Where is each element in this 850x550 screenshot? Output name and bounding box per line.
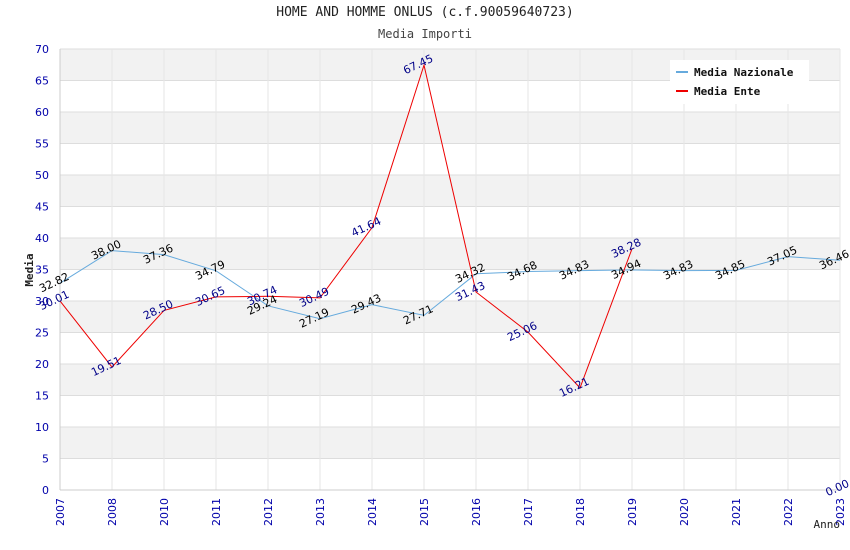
x-tick-label: 2023 (834, 498, 847, 526)
x-tick-label: 2014 (366, 498, 379, 526)
y-tick-label: 10 (35, 421, 49, 434)
chart-title: HOME AND HOMME ONLUS (c.f.90059640723) (276, 5, 574, 20)
legend-label: Media Nazionale (694, 66, 794, 79)
y-tick-label: 55 (35, 138, 49, 151)
grid-band (60, 238, 840, 270)
y-tick-label: 5 (42, 453, 49, 466)
y-tick-label: 50 (35, 169, 49, 182)
x-tick-label: 2008 (106, 498, 119, 526)
x-tick-label: 2021 (730, 498, 743, 526)
x-axis-label: Anno (814, 518, 841, 531)
x-tick-label: 2007 (54, 498, 67, 526)
x-tick-label: 2022 (782, 498, 795, 526)
y-tick-label: 60 (35, 106, 49, 119)
y-axis-label: Media (23, 253, 36, 286)
grid-band (60, 364, 840, 396)
x-tick-label: 2019 (626, 498, 639, 526)
x-tick-label: 2020 (678, 498, 691, 526)
grid-band (60, 427, 840, 459)
y-tick-label: 45 (35, 201, 49, 214)
y-tick-label: 35 (35, 264, 49, 277)
y-tick-label: 70 (35, 43, 49, 56)
y-tick-label: 40 (35, 232, 49, 245)
grid-band (60, 112, 840, 144)
y-tick-label: 0 (42, 484, 49, 497)
x-tick-label: 2017 (522, 498, 535, 526)
x-tick-label: 2018 (574, 498, 587, 526)
x-tick-label: 2015 (418, 498, 431, 526)
y-tick-label: 65 (35, 75, 49, 88)
legend-label: Media Ente (694, 85, 761, 98)
series-line (59, 63, 633, 389)
y-tick-label: 15 (35, 390, 49, 403)
data-label: 0.00 (824, 477, 850, 499)
x-tick-label: 2013 (314, 498, 327, 526)
x-tick-label: 2010 (158, 498, 171, 526)
series-line (59, 250, 841, 320)
y-tick-label: 25 (35, 327, 49, 340)
y-tick-label: 20 (35, 358, 49, 371)
chart-subtitle: Media Importi (378, 27, 472, 41)
x-tick-label: 2012 (262, 498, 275, 526)
grid-band (60, 301, 840, 333)
x-tick-label: 2016 (470, 498, 483, 526)
x-tick-label: 2011 (210, 498, 223, 526)
legend-box (670, 60, 809, 104)
y-tick-label: 30 (35, 295, 49, 308)
